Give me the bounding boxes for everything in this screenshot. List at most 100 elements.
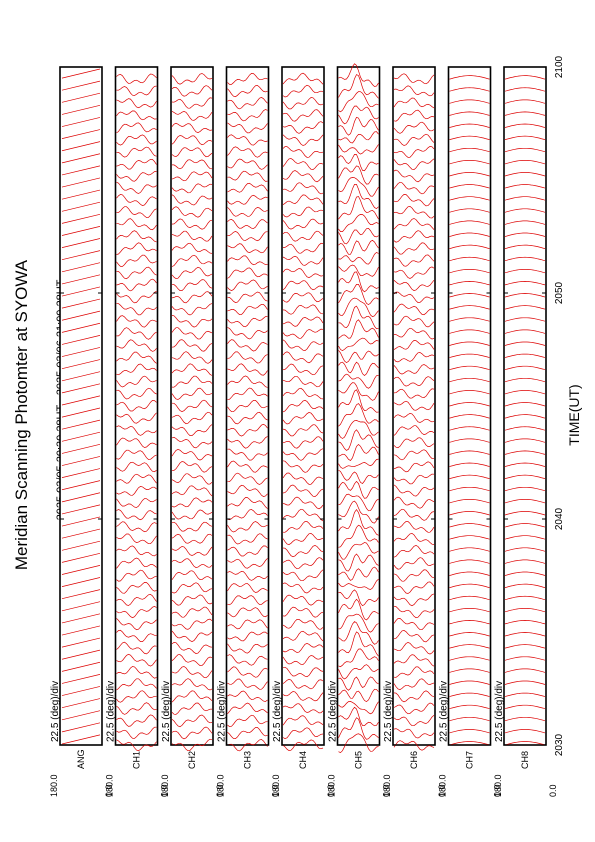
trace-line <box>393 303 435 316</box>
trace-line <box>338 297 379 318</box>
trace-line <box>282 678 324 690</box>
trace-line <box>338 382 379 401</box>
trace-line <box>227 134 268 146</box>
trace-line <box>449 99 490 104</box>
trace-line <box>338 183 379 210</box>
channel-label: CH1 <box>132 751 142 769</box>
trace-line <box>171 315 213 328</box>
trace-line <box>61 540 101 551</box>
trace-line <box>393 158 435 170</box>
trace-line <box>61 129 101 139</box>
trace-line <box>61 613 101 624</box>
trace-line <box>393 714 435 727</box>
trace-line <box>227 497 268 509</box>
y-bottom-label: 0.0 <box>326 784 336 797</box>
trace-line <box>338 63 379 87</box>
trace-line <box>449 535 490 540</box>
trace-line <box>227 122 268 134</box>
trace-line <box>393 740 435 751</box>
trace-line <box>61 419 101 430</box>
y-top-label: 180.0 <box>493 774 503 797</box>
trace-line <box>282 739 324 751</box>
trace-line <box>171 485 213 497</box>
trace-line <box>393 605 435 619</box>
trace-line <box>227 303 268 315</box>
trace-line <box>449 741 490 746</box>
trace-line <box>449 571 490 576</box>
trace-line <box>338 648 379 668</box>
trace-line <box>393 242 435 255</box>
trace-line <box>61 262 101 273</box>
trace-line <box>449 353 490 358</box>
trace-line <box>282 545 324 558</box>
trace-line <box>61 552 101 563</box>
trace-line <box>227 423 268 437</box>
trace-line <box>338 701 379 715</box>
y-top-label: 180.0 <box>438 774 448 797</box>
trace-line <box>282 375 324 388</box>
trace-line <box>338 688 379 703</box>
panel-frame <box>447 66 492 746</box>
trace-line <box>282 472 324 485</box>
trace-line <box>338 480 379 499</box>
trace-line <box>449 281 490 286</box>
trace-line <box>171 678 213 691</box>
trace-line <box>504 511 546 516</box>
panel-frame <box>503 66 547 746</box>
trace-line <box>61 68 101 79</box>
x-tick-label: 2030 <box>554 733 565 756</box>
trace-line <box>61 347 101 357</box>
trace-line <box>282 351 324 364</box>
trace-line <box>504 426 546 431</box>
trace-line <box>393 690 435 703</box>
panel-frame <box>281 66 325 746</box>
trace-line <box>338 337 379 352</box>
trace-line <box>338 664 379 680</box>
trace-line <box>338 196 379 220</box>
panel-traces <box>504 75 546 746</box>
trace-line <box>171 363 213 376</box>
trace-line <box>171 339 213 352</box>
trace-line <box>338 105 379 125</box>
trace-line <box>282 484 324 497</box>
trace-line <box>282 460 324 473</box>
scale-label: 22.5 (deg)/div <box>161 681 172 742</box>
trace-line <box>393 630 435 643</box>
trace-line <box>171 690 213 703</box>
y-bottom-label: 0.0 <box>160 784 170 797</box>
trace-line <box>449 583 490 588</box>
trace-line <box>504 353 546 358</box>
trace-line <box>116 158 157 170</box>
trace-line <box>393 618 435 631</box>
trace-line <box>227 411 268 425</box>
trace-line <box>116 303 157 316</box>
trace-line <box>61 238 101 248</box>
trace-line <box>61 298 101 309</box>
y-top-label: 180.0 <box>382 774 392 797</box>
x-tick-label: 2050 <box>554 281 565 304</box>
trace-line <box>116 437 157 448</box>
trace-line <box>338 621 379 645</box>
trace-line <box>227 533 268 545</box>
trace-line <box>282 121 324 134</box>
trace-line <box>171 436 213 449</box>
trace-line <box>282 533 324 545</box>
trace-line <box>504 365 546 371</box>
trace-line <box>116 739 157 752</box>
trace-line <box>171 714 213 728</box>
y-bottom-label: 0.0 <box>548 784 558 797</box>
trace-line <box>504 208 546 213</box>
trace-line <box>449 656 490 661</box>
trace-line <box>338 373 379 389</box>
trace-line <box>338 631 379 657</box>
trace-line <box>116 290 157 304</box>
trace-line <box>282 206 324 218</box>
trace-line <box>116 85 157 96</box>
trace-line <box>393 728 435 739</box>
trace-line <box>61 189 101 200</box>
trace-line <box>504 680 546 685</box>
trace-line <box>171 654 213 666</box>
trace-line <box>504 656 546 661</box>
trace-line <box>116 122 157 134</box>
